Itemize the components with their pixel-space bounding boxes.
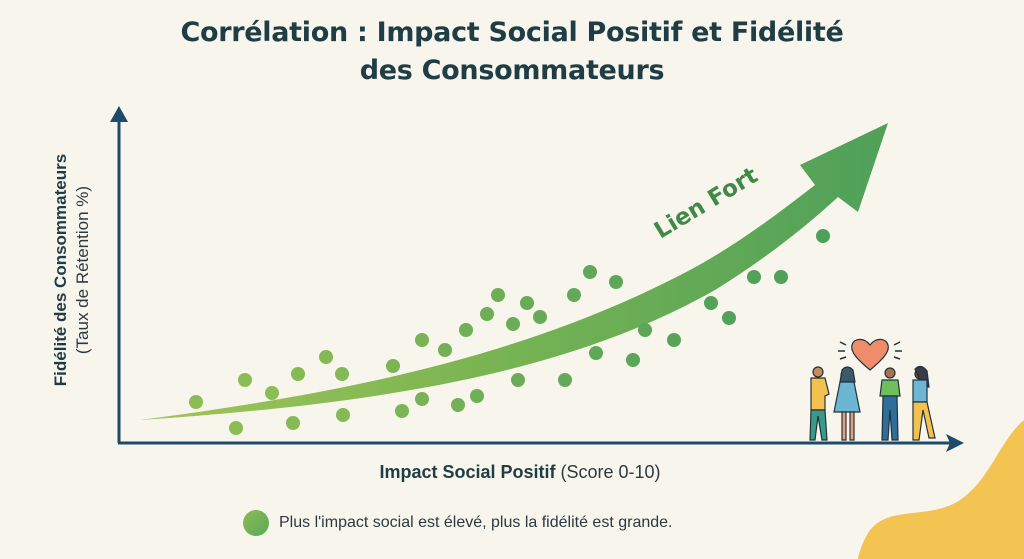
trend-arrow-icon xyxy=(140,123,888,420)
x-axis-label: Impact Social Positif (Score 0-10) xyxy=(0,462,1024,483)
heart-icon xyxy=(851,338,889,371)
legend-dot-icon xyxy=(243,510,269,536)
y-axis-arrow-icon xyxy=(110,106,128,122)
chart-title: Corrélation : Impact Social Positif et F… xyxy=(0,14,1024,90)
x-axis-arrow-icon xyxy=(946,434,964,452)
chart-title-line1: Corrélation : Impact Social Positif et F… xyxy=(180,17,844,48)
axes xyxy=(117,116,950,445)
x-axis-label-main: Impact Social Positif xyxy=(379,462,556,482)
y-axis-label-main: Fidélité des Consommateurs xyxy=(51,153,70,387)
y-axis-label-sub: (Taux de Rétention %) xyxy=(73,185,92,355)
community-people-icon xyxy=(809,338,936,441)
decorative-blob xyxy=(858,420,1024,559)
chart-title-line2: des Consommateurs xyxy=(359,55,665,86)
y-axis-label: Fidélité des Consommateurs (Taux de Réte… xyxy=(50,110,94,430)
legend: Plus l'impact social est élevé, plus la … xyxy=(243,510,672,536)
x-axis-label-sub: (Score 0-10) xyxy=(555,462,661,482)
data-points xyxy=(189,229,830,435)
legend-text: Plus l'impact social est élevé, plus la … xyxy=(279,514,673,531)
